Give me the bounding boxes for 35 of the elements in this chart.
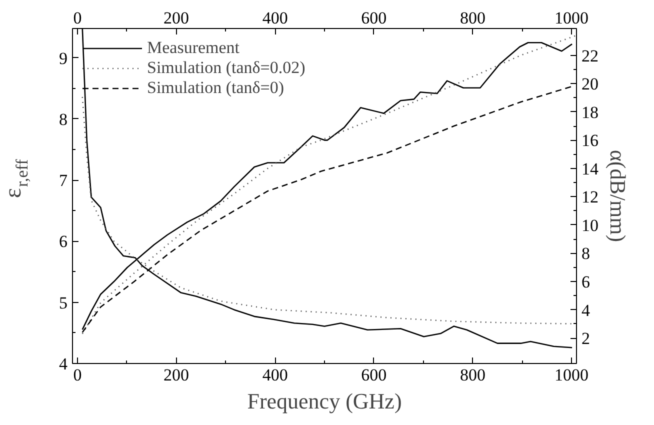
y2-tick-label: 4 — [582, 300, 590, 320]
x-axis-title: Frequency (GHz) — [247, 388, 402, 414]
y2-tick-label: 8 — [582, 244, 590, 264]
legend-label: Simulation (tanδ=0.02) — [147, 58, 306, 78]
x2-tick-label: 1000 — [554, 366, 589, 384]
y2-tick-label: 12 — [582, 188, 598, 207]
y-tick-label: 8 — [59, 110, 68, 129]
y2-tick-label: 6 — [582, 272, 590, 292]
x2-tick-label: 800 — [460, 366, 486, 384]
x-tick-label: 800 — [460, 8, 486, 28]
legend-label: Measurement — [147, 38, 240, 58]
y-tick-label: 5 — [59, 293, 68, 312]
y2-tick-label: 16 — [582, 131, 598, 150]
y-axis-title: εr,eff — [0, 158, 32, 198]
y-tick-label: 7 — [59, 171, 68, 190]
y-tick-label: 9 — [59, 48, 68, 68]
x-tick-label: 600 — [361, 8, 387, 28]
y2-tick-label: 20 — [582, 74, 598, 94]
y-tick-label: 6 — [59, 232, 68, 252]
y2-axis-title: α(dB/mm) — [606, 150, 630, 242]
y-tick-label: 4 — [59, 354, 68, 374]
x2-tick-label: 200 — [164, 366, 190, 384]
x2-tick-label: 0 — [73, 366, 82, 384]
y2-tick-label: 2 — [582, 329, 590, 348]
y2-tick-label: 18 — [582, 102, 598, 122]
x-tick-label: 400 — [262, 8, 288, 28]
x2-tick-label: 600 — [361, 366, 387, 384]
x-tick-label: 200 — [164, 8, 190, 28]
y2-tick-label: 22 — [582, 46, 598, 66]
y2-tick-label: 14 — [582, 159, 599, 178]
x2-tick-label: 400 — [262, 366, 288, 384]
legend-label: Simulation (tanδ=0) — [147, 78, 284, 98]
x-tick-label: 1000 — [554, 8, 589, 28]
y2-tick-label: 10 — [582, 216, 598, 235]
x-tick-label: 0 — [73, 8, 82, 28]
